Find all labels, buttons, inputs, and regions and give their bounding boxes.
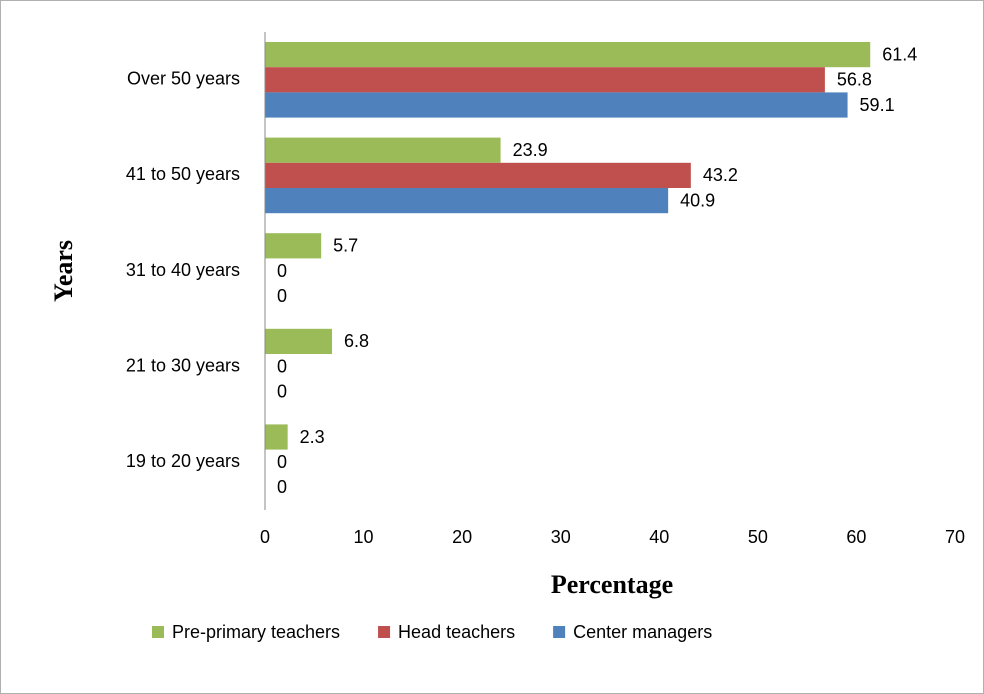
bar — [265, 233, 322, 259]
x-tick-label: 20 — [452, 527, 472, 547]
y-tick-label: 21 to 30 years — [126, 355, 240, 375]
data-label: 5.7 — [333, 236, 358, 256]
legend-label: Pre-primary teachers — [172, 622, 340, 642]
data-label: 0 — [277, 261, 287, 281]
legend-swatch — [553, 626, 566, 638]
data-label: 6.8 — [344, 331, 369, 351]
x-tick-label: 60 — [846, 527, 866, 547]
y-tick-label: 31 to 40 years — [126, 260, 240, 280]
y-tick-label: 19 to 20 years — [126, 451, 240, 471]
legend-label: Head teachers — [398, 622, 515, 642]
bar — [265, 137, 501, 163]
data-label: 0 — [277, 356, 287, 376]
bar — [265, 188, 669, 214]
bar — [265, 42, 871, 68]
data-label: 59.1 — [860, 95, 895, 115]
data-label: 0 — [277, 286, 287, 306]
bar — [265, 162, 691, 188]
legend-swatch — [378, 626, 391, 638]
data-label: 2.3 — [300, 427, 325, 447]
y-tick-label: Over 50 years — [127, 69, 240, 89]
data-label: 0 — [277, 382, 287, 402]
x-tick-label: 40 — [649, 527, 669, 547]
data-label: 0 — [277, 477, 287, 497]
bar — [265, 328, 333, 354]
data-label: 40.9 — [680, 190, 715, 210]
bar — [265, 424, 288, 450]
data-label: 43.2 — [703, 165, 738, 185]
data-label: 61.4 — [882, 44, 917, 64]
x-tick-label: 70 — [945, 527, 965, 547]
x-axis-label: Percentage — [551, 570, 673, 599]
legend-label: Center managers — [573, 622, 712, 642]
x-tick-label: 10 — [354, 527, 374, 547]
x-tick-label: 0 — [260, 527, 270, 547]
y-tick-label: 41 to 50 years — [126, 164, 240, 184]
bar — [265, 67, 825, 93]
x-tick-label: 50 — [748, 527, 768, 547]
bar — [265, 92, 848, 118]
x-tick-label: 30 — [551, 527, 571, 547]
legend-swatch — [152, 626, 164, 638]
data-label: 0 — [277, 452, 287, 472]
data-label: 56.8 — [837, 70, 872, 90]
y-axis-label: Years — [49, 240, 78, 302]
data-label: 23.9 — [513, 140, 548, 160]
